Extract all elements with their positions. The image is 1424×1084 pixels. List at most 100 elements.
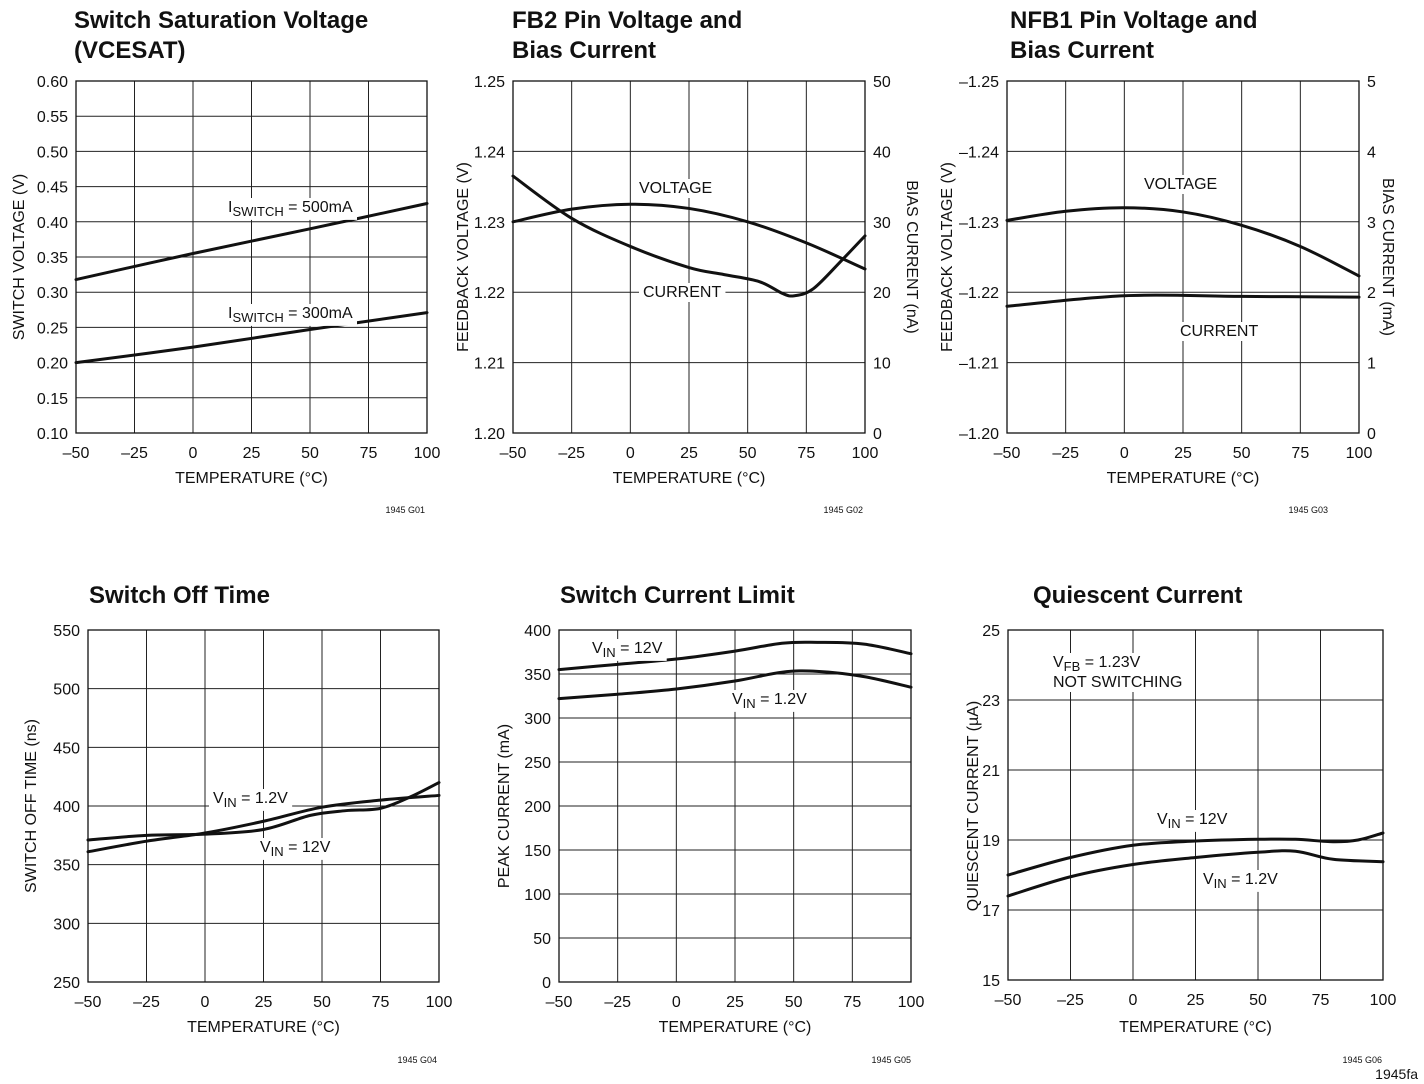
y-tick-label: 0 <box>542 975 551 992</box>
y-tick-label: 300 <box>524 711 551 728</box>
y2-tick-label: 4 <box>1367 144 1376 161</box>
annotation-background <box>1199 870 1283 892</box>
x-tick-label: 50 <box>313 994 331 1011</box>
series-annotation: VIN = 1.2V <box>213 790 288 810</box>
x-tick-label: 25 <box>1174 445 1192 462</box>
x-tick-label: –50 <box>63 445 90 462</box>
x-tick-label: 75 <box>360 445 378 462</box>
figure-id: 1945 G03 <box>1288 505 1328 515</box>
y-tick-label: 0.15 <box>37 391 68 408</box>
chart-title: Switch Current Limit <box>560 582 795 609</box>
y-tick-label: 550 <box>53 623 80 640</box>
annotation-background <box>1049 653 1145 675</box>
annotation-background <box>1049 673 1187 692</box>
x-tick-label: –50 <box>994 445 1021 462</box>
grid <box>1008 630 1383 980</box>
x-tick-label: –50 <box>500 445 527 462</box>
annotation-background <box>224 198 357 220</box>
plot-frame <box>558 629 912 983</box>
x-tick-label: 0 <box>201 994 210 1011</box>
y2-tick-label: 0 <box>873 426 882 443</box>
chart-2: FB2 Pin Voltage and Bias Current –50 –25 0 25… <box>455 7 920 515</box>
x-tick-label: 0 <box>626 445 635 462</box>
x-tick-label: 0 <box>189 445 198 462</box>
y2-axis-label: BIAS CURRENT (mA) <box>1379 178 1396 336</box>
y-tick-label: 0.45 <box>37 180 68 197</box>
series-annotation: CURRENT <box>1180 323 1258 340</box>
y-tick-label: 23 <box>982 693 1000 710</box>
figure-id: 1945 G02 <box>823 505 863 515</box>
series-line-1 <box>1006 831 1385 877</box>
x-tick-label: 25 <box>726 994 744 1011</box>
x-tick-label: 50 <box>301 445 319 462</box>
y-tick-label: –1.22 <box>959 285 999 302</box>
y-axis-label: FEEDBACK VOLTAGE (V) <box>455 162 472 352</box>
plot-frame <box>87 629 440 983</box>
annotation-background <box>209 789 293 811</box>
y2-tick-label: 3 <box>1367 215 1376 232</box>
chart-4: Switch Off Time –50 –25 0 25 50 75 100 250 300 350… <box>23 582 452 1065</box>
chart-title: Switch Saturation Voltage <box>74 7 368 34</box>
series-annotation: VOLTAGE <box>1144 176 1217 193</box>
x-tick-label: –25 <box>558 445 585 462</box>
y-tick-label: 300 <box>53 916 80 933</box>
y-tick-label: 1.20 <box>474 426 505 443</box>
y-tick-label: 100 <box>524 887 551 904</box>
series-line-2 <box>74 311 429 365</box>
x-tick-label: 25 <box>243 445 261 462</box>
y-tick-label: 0.55 <box>37 109 68 126</box>
y-tick-label: 0.25 <box>37 320 68 337</box>
x-tick-label: –50 <box>546 994 573 1011</box>
chart-title: Quiescent Current <box>1033 582 1242 609</box>
x-tick-label: 75 <box>1312 992 1330 1009</box>
y2-tick-label: 0 <box>1367 426 1376 443</box>
x-tick-label: 0 <box>1129 992 1138 1009</box>
y2-tick-label: 30 <box>873 215 891 232</box>
x-tick-label: 0 <box>1120 445 1129 462</box>
plot-frame <box>512 80 866 434</box>
y-tick-label: 400 <box>524 623 551 640</box>
page-code: 1945fa <box>1375 1066 1418 1082</box>
y-tick-label: 0.20 <box>37 356 68 373</box>
chart-title: Bias Current <box>512 37 656 64</box>
annotation-background <box>728 690 812 712</box>
x-tick-label: 100 <box>1370 992 1397 1009</box>
grid <box>513 81 865 433</box>
x-tick-label: 25 <box>680 445 698 462</box>
y-tick-label: –1.23 <box>959 215 999 232</box>
x-axis-label: TEMPERATURE (°C) <box>659 1019 812 1036</box>
series-annotation: ISWITCH = 300mA <box>228 305 353 325</box>
series-annotation: NOT SWITCHING <box>1053 674 1182 691</box>
y2-tick-label: 5 <box>1367 74 1376 91</box>
x-tick-label: –50 <box>75 994 102 1011</box>
annotation-background <box>224 304 357 326</box>
y-tick-label: –1.21 <box>959 356 999 373</box>
grid <box>76 81 427 433</box>
x-tick-label: 50 <box>739 445 757 462</box>
chart-title: NFB1 Pin Voltage and <box>1010 7 1258 34</box>
x-axis-label: TEMPERATURE (°C) <box>613 470 766 487</box>
y2-tick-label: 1 <box>1367 356 1376 373</box>
x-tick-label: 25 <box>255 994 273 1011</box>
chart-title: (VCESAT) <box>74 37 186 64</box>
annotation-background <box>1140 175 1222 194</box>
series-line-1 <box>511 202 867 271</box>
plot-frame <box>1007 629 1384 981</box>
y-tick-label: 0.30 <box>37 285 68 302</box>
chart-title: Switch Off Time <box>89 582 270 609</box>
series-line-2 <box>86 781 441 842</box>
y-tick-label: 17 <box>982 903 1000 920</box>
figure-id: 1945 G01 <box>385 505 425 515</box>
chart-6: Quiescent Current –50 –25 0 25 50 75 100 15 17 19 2… <box>965 582 1397 1065</box>
y-tick-label: 150 <box>524 843 551 860</box>
series-annotation: VIN = 1.2V <box>1203 871 1278 891</box>
x-tick-label: 100 <box>852 445 879 462</box>
y-tick-label: 450 <box>53 740 80 757</box>
y-tick-label: 250 <box>524 755 551 772</box>
x-tick-label: –25 <box>604 994 631 1011</box>
grid <box>559 630 911 982</box>
series-annotation: VIN = 12V <box>1157 811 1228 831</box>
y-tick-label: 500 <box>53 682 80 699</box>
annotation-background <box>639 283 726 302</box>
y-tick-label: 25 <box>982 623 1000 640</box>
